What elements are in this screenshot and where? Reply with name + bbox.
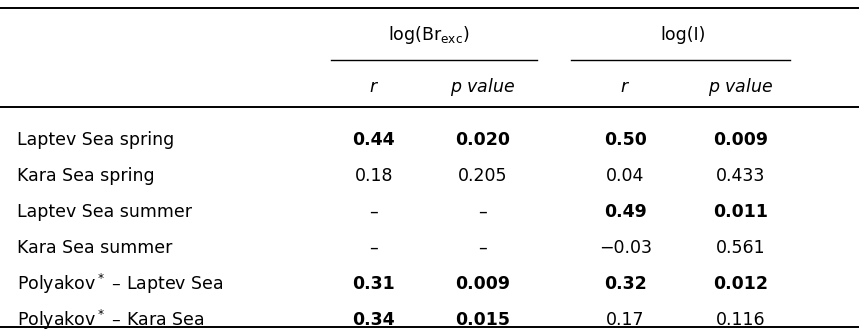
Text: 0.34: 0.34 — [352, 311, 395, 329]
Text: 0.49: 0.49 — [604, 203, 647, 221]
Text: Polyakov$^*$ – Kara Sea: Polyakov$^*$ – Kara Sea — [17, 308, 204, 332]
Text: Laptev Sea spring: Laptev Sea spring — [17, 131, 174, 149]
Text: $p$ value: $p$ value — [708, 76, 773, 98]
Text: –: – — [478, 203, 487, 221]
Text: –: – — [369, 239, 378, 257]
Text: −0.03: −0.03 — [599, 239, 652, 257]
Text: 0.012: 0.012 — [713, 275, 768, 293]
Text: 0.18: 0.18 — [355, 167, 393, 185]
Text: 0.50: 0.50 — [604, 131, 647, 149]
Text: $r$: $r$ — [620, 78, 631, 96]
Text: 0.433: 0.433 — [716, 167, 765, 185]
Text: $r$: $r$ — [369, 78, 379, 96]
Text: 0.32: 0.32 — [604, 275, 647, 293]
Text: $p$ value: $p$ value — [450, 76, 515, 98]
Text: 0.17: 0.17 — [606, 311, 644, 329]
Text: 0.011: 0.011 — [713, 203, 768, 221]
Text: 0.009: 0.009 — [713, 131, 768, 149]
Text: 0.020: 0.020 — [455, 131, 510, 149]
Text: 0.04: 0.04 — [606, 167, 644, 185]
Text: log(Br$_{\mathregular{exc}}$): log(Br$_{\mathregular{exc}}$) — [387, 24, 470, 46]
Text: 0.561: 0.561 — [716, 239, 765, 257]
Text: 0.009: 0.009 — [455, 275, 510, 293]
Text: 0.44: 0.44 — [352, 131, 395, 149]
Text: –: – — [478, 239, 487, 257]
Text: log(I): log(I) — [661, 26, 705, 44]
Text: Polyakov$^*$ – Laptev Sea: Polyakov$^*$ – Laptev Sea — [17, 272, 223, 296]
Text: Laptev Sea summer: Laptev Sea summer — [17, 203, 192, 221]
Text: Kara Sea summer: Kara Sea summer — [17, 239, 173, 257]
Text: –: – — [369, 203, 378, 221]
Text: Kara Sea spring: Kara Sea spring — [17, 167, 155, 185]
Text: 0.015: 0.015 — [455, 311, 510, 329]
Text: 0.205: 0.205 — [458, 167, 508, 185]
Text: 0.31: 0.31 — [352, 275, 395, 293]
Text: 0.116: 0.116 — [716, 311, 765, 329]
